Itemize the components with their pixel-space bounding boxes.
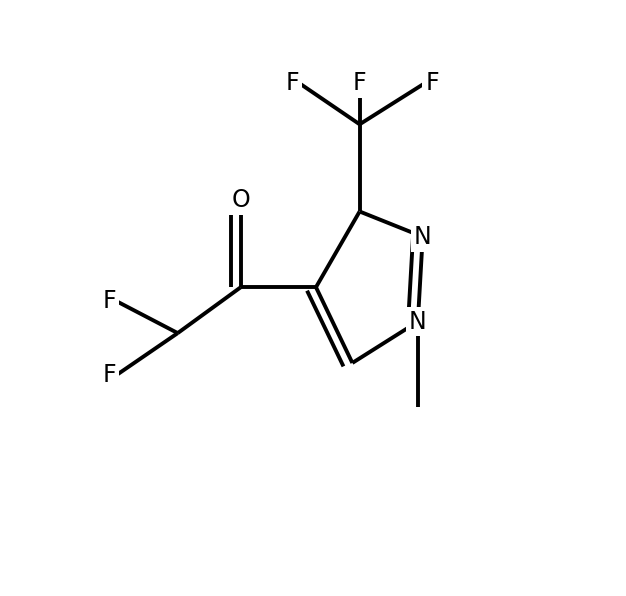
- Text: F: F: [425, 71, 439, 95]
- Text: N: N: [414, 225, 431, 249]
- Text: F: F: [103, 289, 116, 313]
- Text: F: F: [353, 71, 366, 95]
- Text: F: F: [285, 71, 299, 95]
- Text: F: F: [103, 364, 116, 387]
- Text: O: O: [232, 188, 250, 212]
- Text: N: N: [409, 310, 427, 334]
